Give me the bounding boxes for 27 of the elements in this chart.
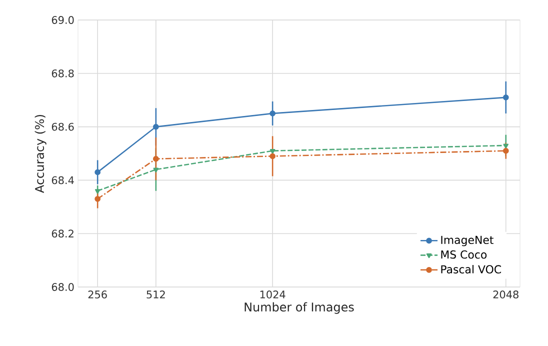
x-tick-label: 512 (146, 290, 165, 298)
point (152, 156, 159, 162)
point (270, 110, 276, 116)
point (270, 149, 276, 154)
point (152, 124, 159, 130)
legend-label: MS Coco (441, 250, 487, 259)
y-tick-label: 69.0 (52, 16, 74, 24)
x-tick-label: 2048 (493, 290, 518, 298)
point (502, 148, 509, 154)
legend-label: Pascal VOC (441, 264, 501, 274)
point (502, 94, 509, 100)
legend-label: ImageNet (441, 236, 494, 246)
y-tick-label: 68.6 (52, 122, 74, 131)
y-tick-label: 68.4 (52, 176, 74, 184)
y-tick-label: 68.8 (52, 69, 74, 78)
point (153, 168, 159, 172)
point (94, 196, 101, 202)
point (94, 169, 101, 176)
x-tick-label: 1024 (260, 290, 286, 298)
y-tick-label: 68.2 (52, 230, 74, 238)
y-tick-label: 68.0 (52, 283, 74, 291)
point (270, 153, 276, 160)
x-axis-title: Number of Images (244, 302, 354, 314)
y-axis-title: Accuracy (%) (34, 114, 46, 193)
x-tick-label: 256 (88, 290, 107, 298)
point (94, 189, 100, 194)
point (503, 144, 509, 148)
